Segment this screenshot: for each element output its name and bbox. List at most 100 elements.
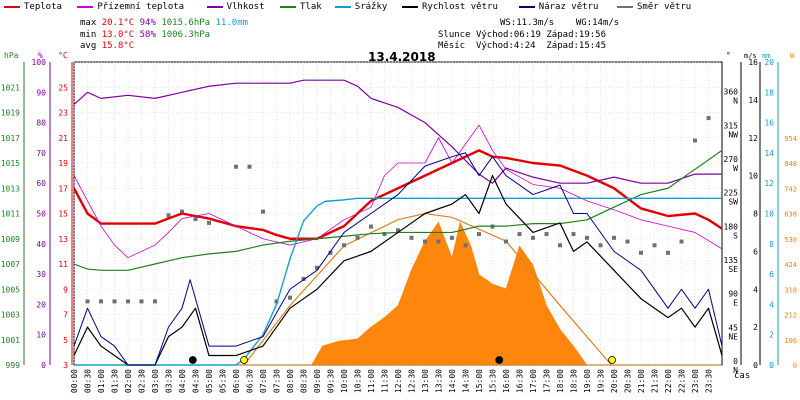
x-tick-label: 20:00: [610, 369, 619, 393]
humidity-line: [73, 79, 722, 184]
wind-direction-point: [234, 164, 238, 169]
dir-tick-label: E: [733, 299, 738, 308]
hpa-axis-tick: 1021: [1, 83, 20, 92]
x-tick-label: 03:30: [165, 369, 174, 393]
wind-direction-point: [571, 232, 576, 237]
mm-tick: 14: [764, 149, 774, 158]
hpa-axis-tick: 1013: [1, 184, 20, 193]
wind-direction-point: [423, 239, 427, 244]
x-tick-label: 12:30: [408, 369, 417, 393]
hpa-axis-tick: 1007: [1, 260, 20, 269]
hpa-unit: hPa: [4, 51, 19, 60]
x-tick-label: 07:30: [273, 369, 282, 393]
x-tick-label: 17:00: [529, 369, 538, 393]
w-tick: 848: [784, 160, 797, 168]
w-tick: 954: [784, 135, 797, 143]
x-tick-label: 02:30: [138, 369, 147, 393]
x-tick-label: 07:00: [259, 369, 268, 393]
legend-label: Srážky: [354, 2, 388, 12]
legend-swatch: [518, 5, 535, 8]
legend-item: Teplota: [4, 2, 62, 12]
degc-axis-tick: 13: [58, 235, 68, 244]
w-tick: 106: [784, 337, 797, 345]
sun-info: Slunce Východ:06:19 Západ:19:56: [438, 30, 606, 40]
dir-tick-deg: 360: [724, 88, 739, 97]
legend-label: Vlhkost: [226, 2, 265, 12]
x-tick-label: 01:00: [97, 369, 106, 393]
wind-direction-point: [180, 209, 184, 214]
wind-direction-point: [193, 217, 198, 222]
wind-direction-point: [463, 243, 468, 248]
hpa-axis-tick: 1003: [1, 311, 20, 320]
wind-direction-point: [396, 228, 400, 233]
legend-swatch: [280, 5, 296, 8]
ms-unit: m/s: [744, 52, 757, 60]
wind-direction-point: [679, 239, 684, 244]
ms-tick: 6: [753, 247, 758, 256]
pct-axis-tick: 90: [36, 88, 46, 97]
w-tick: 530: [784, 236, 797, 244]
x-tick-label: 11:00: [367, 369, 376, 393]
mm-tick: 2: [769, 331, 774, 340]
ms-tick: 14: [748, 96, 758, 105]
x-tick-label: 04:00: [178, 369, 187, 393]
legend-item: Vlhkost: [206, 2, 265, 12]
date-title: 13.4.2018: [368, 50, 436, 64]
moon-info: Měsíc Východ:4:24 Západ:15:45: [438, 41, 606, 51]
x-tick-label: 16:30: [516, 369, 525, 393]
mm-tick: 20: [764, 58, 774, 67]
dir-tick-label: N: [733, 366, 738, 375]
degc-axis-tick: 11: [58, 260, 68, 269]
legend-item: Rychlost větru: [402, 2, 498, 12]
x-tick-label: 19:30: [597, 369, 606, 393]
stats-max: max 20.1°C 94% 1015.6hPa 11.0mm: [80, 18, 249, 28]
pct-axis-tick: 40: [36, 240, 46, 249]
x-tick-label: 13:30: [435, 369, 444, 393]
degc-axis-tick: 25: [58, 83, 68, 92]
wind-direction-point: [112, 299, 117, 304]
dir-tick-deg: 315: [724, 121, 739, 130]
x-tick-label: 00:30: [84, 369, 93, 393]
legend-item: Náraz větru: [518, 2, 599, 12]
mm-tick: 18: [764, 88, 774, 97]
x-tick-label: 21:00: [637, 369, 646, 393]
deg-unit: °: [726, 51, 731, 60]
wind-direction-point: [274, 299, 279, 304]
temperature-line: [72, 149, 723, 240]
degc-axis-tick: 7: [63, 311, 68, 320]
hpa-axis-tick: 1009: [1, 235, 20, 244]
ms-tick: 4: [753, 285, 758, 294]
solar-radiation-area: [74, 221, 722, 366]
degc-axis-tick: 23: [58, 109, 68, 118]
x-tick-label: 03:00: [151, 369, 160, 393]
wind-direction-point: [126, 299, 130, 304]
legend-item: Tlak: [280, 2, 322, 12]
axes: 00:00 00:30 01:00 01:30 02:00 02:30 03:00 03:30…: [1, 51, 797, 393]
wind-direction-point: [288, 295, 292, 300]
wind-direction-point: [477, 232, 481, 237]
w-tick: 636: [784, 211, 797, 219]
x-tick-label: 11:30: [381, 369, 390, 393]
legend-label: Náraz větru: [538, 2, 599, 12]
mm-tick: 16: [764, 119, 774, 128]
dir-tick-deg: 90: [728, 290, 738, 299]
x-tick-label: 12:00: [394, 369, 403, 393]
wind-direction-point: [139, 299, 144, 304]
hpa-axis-tick: 999: [6, 361, 21, 370]
pct-unit: %: [38, 51, 43, 60]
hpa-axis-tick: 1015: [1, 159, 20, 168]
legend-swatch: [334, 5, 351, 8]
wind-speed-line: [73, 175, 723, 366]
mm-tick: 6: [769, 270, 774, 279]
wind-direction-point: [450, 235, 454, 240]
legend-swatch: [4, 5, 20, 8]
legend-swatch: [617, 5, 633, 8]
wind-direction-point: [612, 235, 616, 240]
wind-direction-point: [558, 243, 562, 248]
dir-tick-deg: 45: [728, 323, 738, 332]
x-tick-label: 06:00: [232, 369, 241, 393]
dir-tick-deg: 135: [724, 256, 739, 265]
hpa-axis-tick: 1005: [1, 285, 20, 294]
dir-tick-deg: 225: [724, 189, 739, 198]
